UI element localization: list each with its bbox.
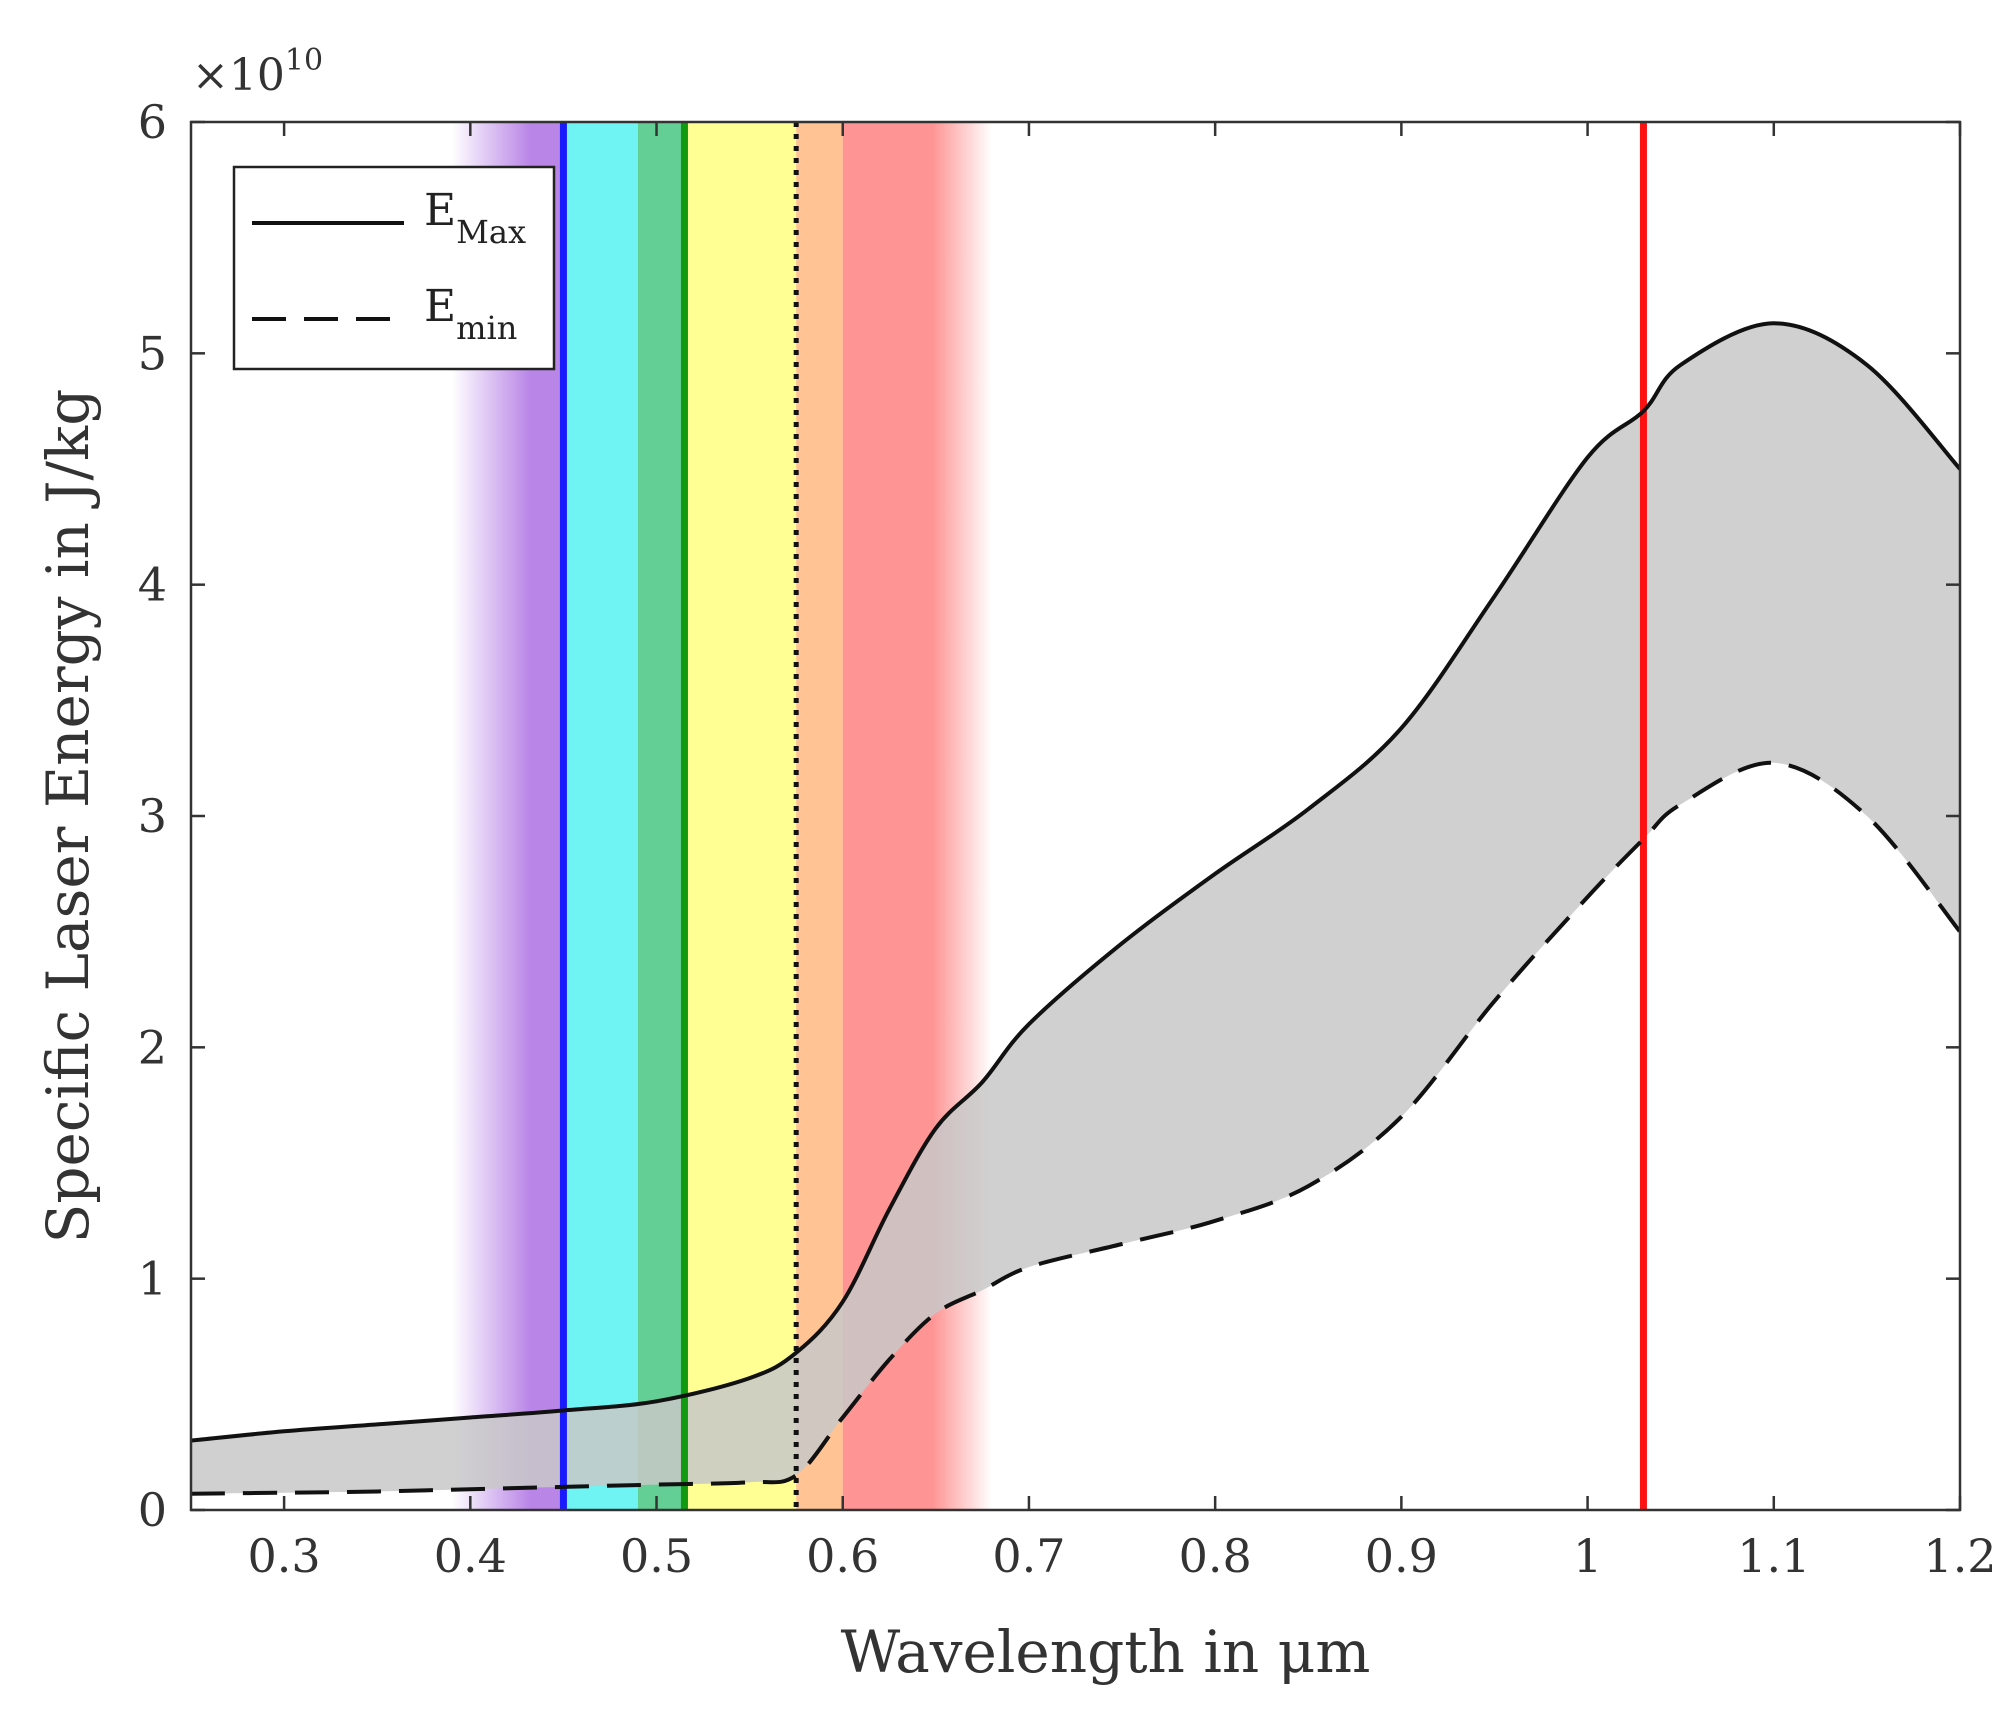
x-tick-label-5: 0.8 [1179,1529,1252,1583]
series-lines [191,321,1960,1496]
spectrum-band-3 [684,122,797,1510]
series-line-e-min [191,760,1960,1496]
spectrum-band-1 [563,122,638,1510]
x-tick-label-3: 0.6 [806,1529,879,1583]
wavelength-markers [559,122,1647,1510]
axes: 0.3 0.4 0.5 0.6 0.7 0.8 0.9 1 1.1 1.2 0 1 2 3 4 5 6 ×1010… [34,43,1997,1686]
x-axis-title: Wavelength in μm [841,1618,1371,1686]
legend: EMax Emin [232,165,556,371]
spectrum-band-2 [637,122,685,1510]
legend-label-1: Emin [424,281,517,347]
energy-range-fill [191,323,1960,1494]
x-tick-label-4: 0.7 [992,1529,1065,1583]
y-axis-title: Specific Laser Energy in J/kg [34,389,102,1244]
spectrum-band-4 [796,122,843,1510]
x-tick-label-0: 0.3 [248,1529,321,1583]
y-exponent-label: ×1010 [192,43,323,101]
y-tick-label-2: 2 [138,1020,167,1074]
range-fill-area [191,323,1960,1494]
y-tick-label-1: 1 [138,1252,167,1306]
y-tick-label-0: 0 [138,1483,167,1537]
series-line-e-max [191,321,1960,1443]
x-tick-label-9: 1.2 [1923,1529,1996,1583]
y-tick-label-5: 5 [138,326,167,380]
x-tick-label-6: 0.9 [1365,1529,1438,1583]
x-tick-label-7: 1 [1573,1529,1602,1583]
legend-box [232,165,556,371]
x-tick-label-2: 0.5 [620,1529,693,1583]
x-tick-label-1: 0.4 [434,1529,507,1583]
legend-label-0: EMax [424,185,526,251]
y-tick-label-4: 4 [138,558,167,612]
x-tick-label-8: 1.1 [1737,1529,1810,1583]
y-tick-label-6: 6 [138,95,167,149]
spectrum-bands [451,122,992,1510]
y-tick-label-3: 3 [138,789,167,843]
